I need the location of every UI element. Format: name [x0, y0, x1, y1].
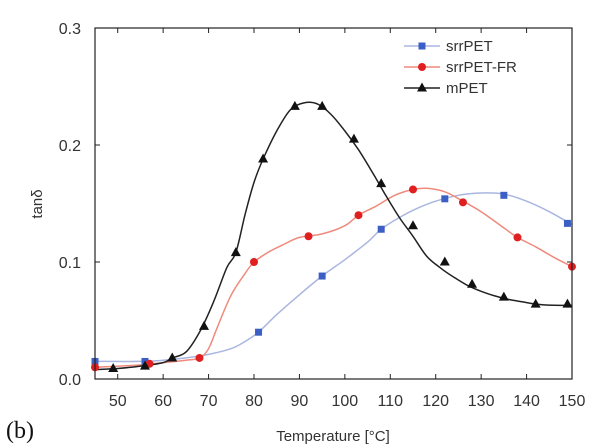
data-point-mpet	[376, 178, 387, 188]
data-point-srrpet-fr	[513, 233, 522, 242]
data-point-mpet	[348, 133, 359, 143]
legend-label-mpet: mPET	[446, 80, 488, 97]
data-point-mpet	[199, 320, 210, 330]
data-point-srrpet-fr	[354, 211, 363, 220]
x-tick-label: 100	[332, 393, 359, 410]
y-tick-label: 0.3	[59, 21, 81, 38]
data-point-mpet	[408, 220, 418, 230]
legend-marker-mpet	[417, 82, 427, 92]
x-tick-label: 80	[245, 393, 263, 410]
series-line-srrpet	[94, 192, 573, 363]
legend-marker-srrpet	[418, 42, 426, 50]
x-tick-label: 60	[154, 393, 172, 410]
series-curves	[94, 101, 573, 371]
x-tick-label: 150	[559, 393, 586, 410]
data-point-mpet	[230, 247, 241, 257]
x-axis-label: Temperature [°C]	[276, 428, 390, 445]
data-point-mpet	[467, 278, 478, 288]
data-point-mpet	[439, 256, 450, 266]
data-point-srrpet-fr	[458, 198, 467, 207]
data-point-mpet	[258, 153, 269, 163]
x-tick-label: 110	[378, 393, 404, 410]
data-point-mpet	[498, 291, 509, 301]
data-point-srrpet-fr	[409, 185, 417, 194]
y-tick-label: 0.2	[59, 138, 81, 155]
data-point-mpet	[167, 352, 178, 362]
axes: 50 60 70 80 90 100 110 120 130 140 150 0.0 0.1 0.2 0.3	[59, 21, 586, 410]
y-tick-label: 0.1	[59, 255, 81, 272]
x-tick-label: 70	[200, 393, 218, 410]
legend: srrPET srrPET-FR mPET	[404, 38, 517, 97]
x-tick-label: 130	[468, 393, 495, 410]
series-line-srrpet-fr	[94, 187, 573, 369]
data-point-srrpet	[377, 225, 385, 233]
data-point-srrpet	[563, 219, 571, 227]
series-markers	[91, 100, 576, 372]
legend-label-srrpet-fr: srrPET-FR	[446, 59, 517, 76]
data-point-mpet	[562, 298, 573, 308]
data-point-srrpet	[255, 328, 263, 336]
data-point-srrpet-fr	[195, 353, 204, 362]
y-tick-label: 0.0	[59, 372, 81, 389]
legend-label-srrpet: srrPET	[446, 38, 493, 55]
data-point-mpet	[289, 100, 300, 110]
legend-marker-srrpet-fr	[418, 63, 426, 71]
data-point-mpet	[530, 298, 541, 308]
data-point-srrpet	[500, 191, 508, 199]
data-point-mpet	[108, 362, 119, 372]
data-point-srrpet	[318, 272, 326, 280]
panel-label: (b)	[6, 418, 34, 444]
x-tick-label: 50	[109, 393, 127, 410]
plot-frame	[94, 27, 573, 380]
data-point-srrpet	[441, 195, 449, 203]
y-axis-label: tanδ	[29, 189, 46, 218]
series-line-mpet	[94, 101, 573, 371]
x-tick-label: 120	[422, 393, 449, 410]
data-point-srrpet-fr	[304, 232, 313, 241]
x-tick-label: 140	[513, 393, 540, 410]
data-point-srrpet-fr	[250, 258, 258, 266]
data-point-mpet	[139, 360, 150, 370]
x-tick-label: 90	[291, 393, 309, 410]
data-point-mpet	[317, 100, 328, 110]
